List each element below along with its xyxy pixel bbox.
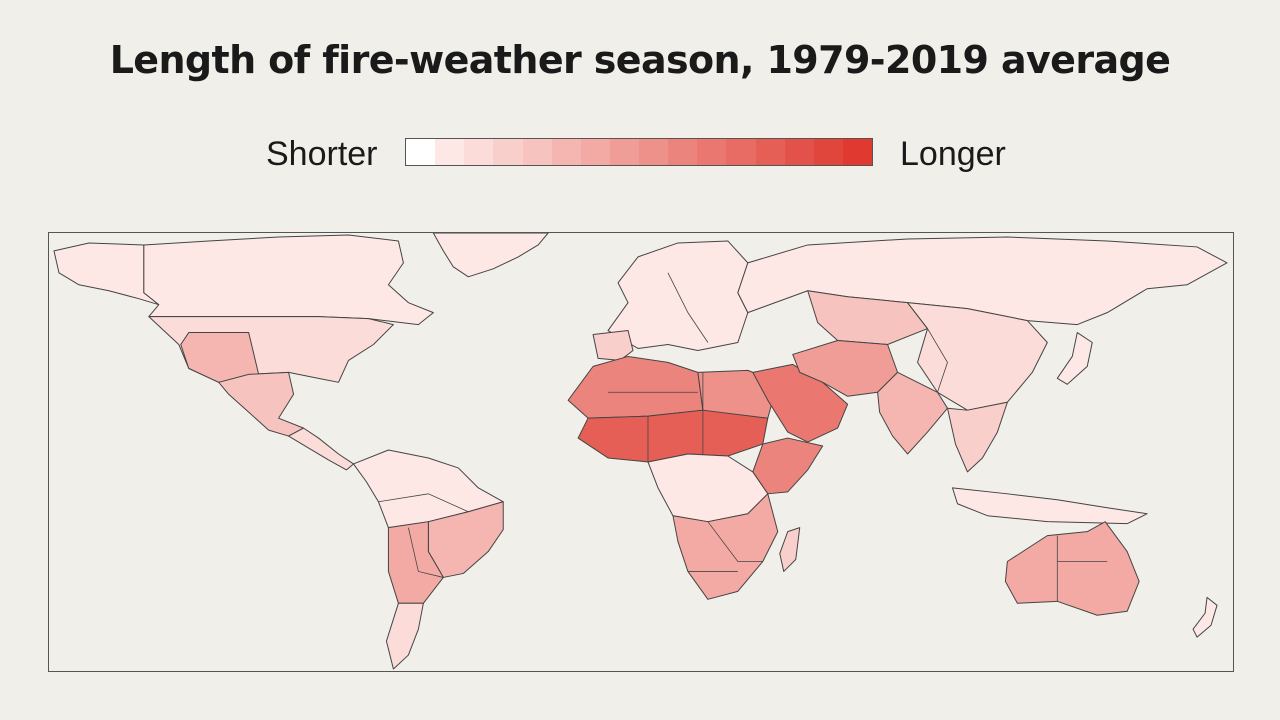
andes-chile-region — [387, 521, 444, 604]
alaska-region — [53, 242, 160, 306]
legend-low-label: Shorter — [266, 135, 378, 173]
legend-swatch — [464, 139, 494, 165]
legend-swatch — [668, 139, 698, 165]
legend-swatch — [784, 139, 814, 165]
legend-swatch — [726, 139, 756, 165]
australia-region — [1004, 521, 1140, 616]
color-legend: Shorter Longer — [0, 134, 1280, 174]
sahel-region — [577, 409, 769, 463]
legend-swatch — [406, 139, 436, 165]
legend-color-ramp — [405, 138, 873, 166]
greenland-region — [432, 233, 549, 278]
legend-swatch — [813, 139, 843, 165]
legend-swatch — [580, 139, 610, 165]
world-map-canvas — [53, 233, 1228, 670]
new-zealand-region — [1192, 596, 1218, 638]
legend-swatch — [609, 139, 639, 165]
map-title: Length of fire-weather season, 1979-2019… — [109, 38, 1171, 82]
horn-of-africa-region — [752, 437, 824, 495]
iberia-region — [592, 330, 634, 361]
legend-high-label: Longer — [900, 135, 1006, 173]
legend-swatch — [435, 139, 465, 165]
europe-region — [607, 240, 749, 351]
legend-swatch — [522, 139, 552, 165]
legend-swatch — [755, 139, 785, 165]
legend-swatch — [697, 139, 727, 165]
legend-swatch — [842, 139, 872, 165]
legend-swatch — [493, 139, 523, 165]
country-borders — [188, 272, 1108, 602]
patagonia-region — [385, 602, 424, 670]
legend-swatch — [639, 139, 669, 165]
central-asia-region — [807, 290, 929, 345]
canada-region — [143, 234, 434, 326]
legend-swatch — [551, 139, 581, 165]
southeast-asia-region — [946, 401, 1008, 473]
japan-region — [1056, 332, 1093, 385]
madagascar-region — [779, 527, 801, 572]
india-region — [877, 371, 948, 455]
sahara-west-region — [567, 355, 704, 419]
central-america-region — [288, 427, 354, 471]
mexico-region — [218, 371, 305, 437]
world-map — [48, 232, 1234, 672]
indonesia-region — [951, 487, 1148, 525]
